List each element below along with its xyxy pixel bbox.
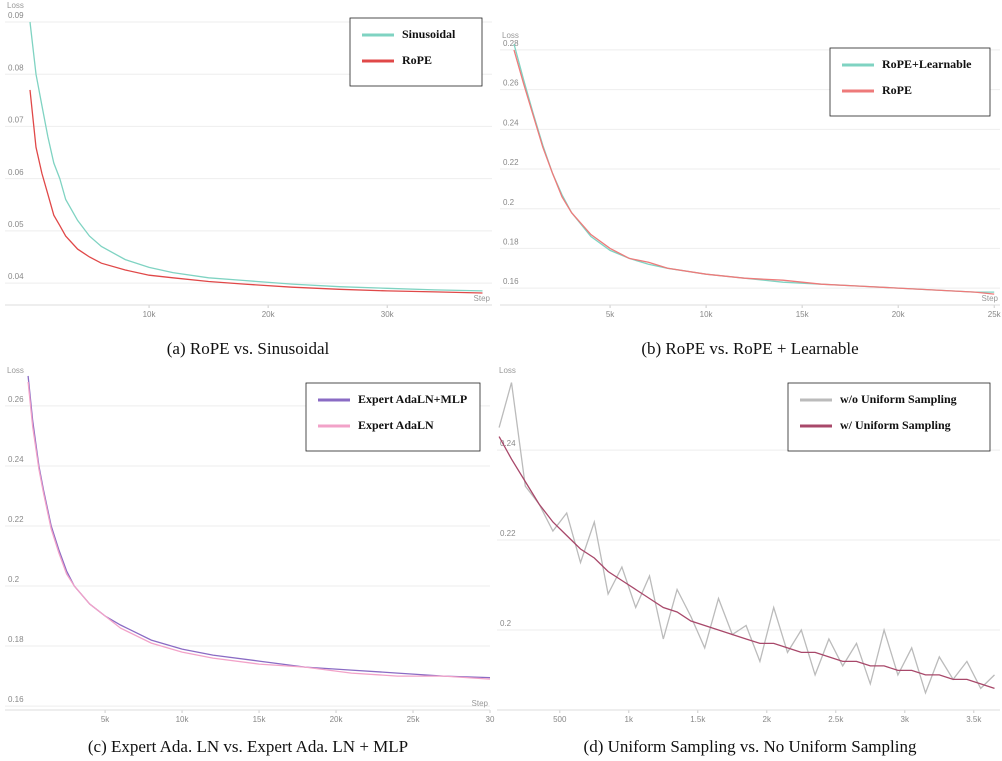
y-axis-label: Loss	[499, 366, 516, 375]
legend-frame	[787, 382, 991, 452]
caption: (b) RoPE vs. RoPE + Learnable	[641, 339, 858, 358]
series-line	[498, 382, 995, 695]
x-tick-label: 30k	[381, 310, 395, 319]
y-tick-label: 0.22	[500, 529, 516, 538]
y-tick-label: 0.24	[500, 439, 516, 448]
legend: Sinusoidal RoPE	[349, 17, 483, 87]
legend-label: RoPE	[882, 83, 912, 97]
y-tick-label: 0.24	[8, 455, 24, 464]
y-tick-label: 0.2	[503, 198, 515, 207]
y-tick-label: 0.22	[8, 515, 24, 524]
x-tick-label: 30	[486, 715, 495, 724]
legend-label: w/o Uniform Sampling	[840, 392, 957, 406]
y-tick-label: 0.16	[8, 695, 24, 704]
y-tick-label: 0.18	[503, 238, 519, 247]
y-axis-label: Loss	[502, 31, 519, 40]
legend-label: Sinusoidal	[402, 27, 456, 41]
y-tick-label: 0.04	[8, 272, 24, 281]
legend: Expert AdaLN+MLP Expert AdaLN	[305, 382, 481, 452]
y-tick-label: 0.16	[503, 277, 519, 286]
x-tick-label: 2.5k	[828, 715, 844, 724]
x-tick-label: 500	[553, 715, 567, 724]
y-tick-label: 0.26	[503, 79, 519, 88]
y-tick-label: 0.24	[503, 118, 519, 127]
x-tick-label: 5k	[101, 715, 110, 724]
panel: 0.16 0.18 0.2 0.22 0.24 0.26 0.28 5k 10k 15k 20k 25…	[500, 31, 1002, 358]
x-axis-label: Step	[474, 294, 491, 303]
legend-label: RoPE	[402, 53, 432, 67]
x-tick-label: 10k	[143, 310, 157, 319]
y-tick-label: 0.08	[8, 63, 24, 72]
y-tick-label: 0.2	[500, 619, 512, 628]
x-tick-label: 15k	[253, 715, 267, 724]
x-tick-label: 1.5k	[690, 715, 706, 724]
x-tick-label: 5k	[606, 310, 615, 319]
y-axis-label: Loss	[7, 366, 24, 375]
x-axis-label: Step	[472, 699, 489, 708]
x-tick-label: 3.5k	[966, 715, 982, 724]
legend-frame	[829, 47, 991, 117]
series-line	[513, 49, 995, 295]
legend-label: w/ Uniform Sampling	[840, 418, 951, 432]
y-tick-label: 0.18	[8, 635, 24, 644]
x-tick-label: 10k	[176, 715, 190, 724]
y-tick-label: 0.22	[503, 158, 519, 167]
y-tick-label: 0.28	[503, 39, 519, 48]
x-tick-label: 25k	[407, 715, 421, 724]
series-line	[27, 381, 491, 680]
x-tick-label: 20k	[892, 310, 906, 319]
y-tick-label: 0.07	[8, 116, 24, 125]
series-line	[498, 436, 995, 690]
legend-label: Expert AdaLN	[358, 418, 434, 432]
x-axis-label: Step	[982, 294, 999, 303]
x-tick-label: 15k	[796, 310, 810, 319]
caption: (d) Uniform Sampling vs. No Uniform Samp…	[584, 737, 917, 756]
legend: w/o Uniform Sampling w/ Uniform Sampling	[787, 382, 991, 452]
y-tick-label: 0.26	[8, 395, 24, 404]
legend-label: RoPE+Learnable	[882, 57, 972, 71]
series-line	[29, 89, 483, 294]
caption: (a) RoPE vs. Sinusoidal	[167, 339, 330, 358]
x-tick-label: 3k	[901, 715, 910, 724]
panel: 0.04 0.05 0.06 0.07 0.08 0.09 10k 20k 30k Loss Ste…	[5, 1, 492, 358]
panel: 0.2 0.22 0.24 500 1k 1.5k 2k 2.5k 3k 3.5k Loss w/o …	[497, 366, 1000, 756]
y-tick-label: 0.2	[8, 575, 20, 584]
y-tick-label: 0.05	[8, 220, 24, 229]
x-tick-label: 20k	[262, 310, 276, 319]
x-tick-label: 2k	[763, 715, 772, 724]
x-tick-label: 25k	[988, 310, 1002, 319]
legend: RoPE+Learnable RoPE	[829, 47, 991, 117]
legend-frame	[349, 17, 483, 87]
y-axis-label: Loss	[7, 1, 24, 10]
caption: (c) Expert Ada. LN vs. Expert Ada. LN + …	[88, 737, 408, 756]
y-tick-label: 0.06	[8, 168, 24, 177]
legend-label: Expert AdaLN+MLP	[358, 392, 467, 406]
legend-frame	[305, 382, 481, 452]
panel: 0.16 0.18 0.2 0.22 0.24 0.26 5k 10k 15k 20k 25k 30 L…	[5, 366, 495, 756]
x-tick-label: 10k	[700, 310, 714, 319]
y-tick-label: 0.09	[8, 11, 24, 20]
x-tick-label: 20k	[330, 715, 344, 724]
series-line	[29, 21, 483, 292]
x-tick-label: 1k	[625, 715, 634, 724]
